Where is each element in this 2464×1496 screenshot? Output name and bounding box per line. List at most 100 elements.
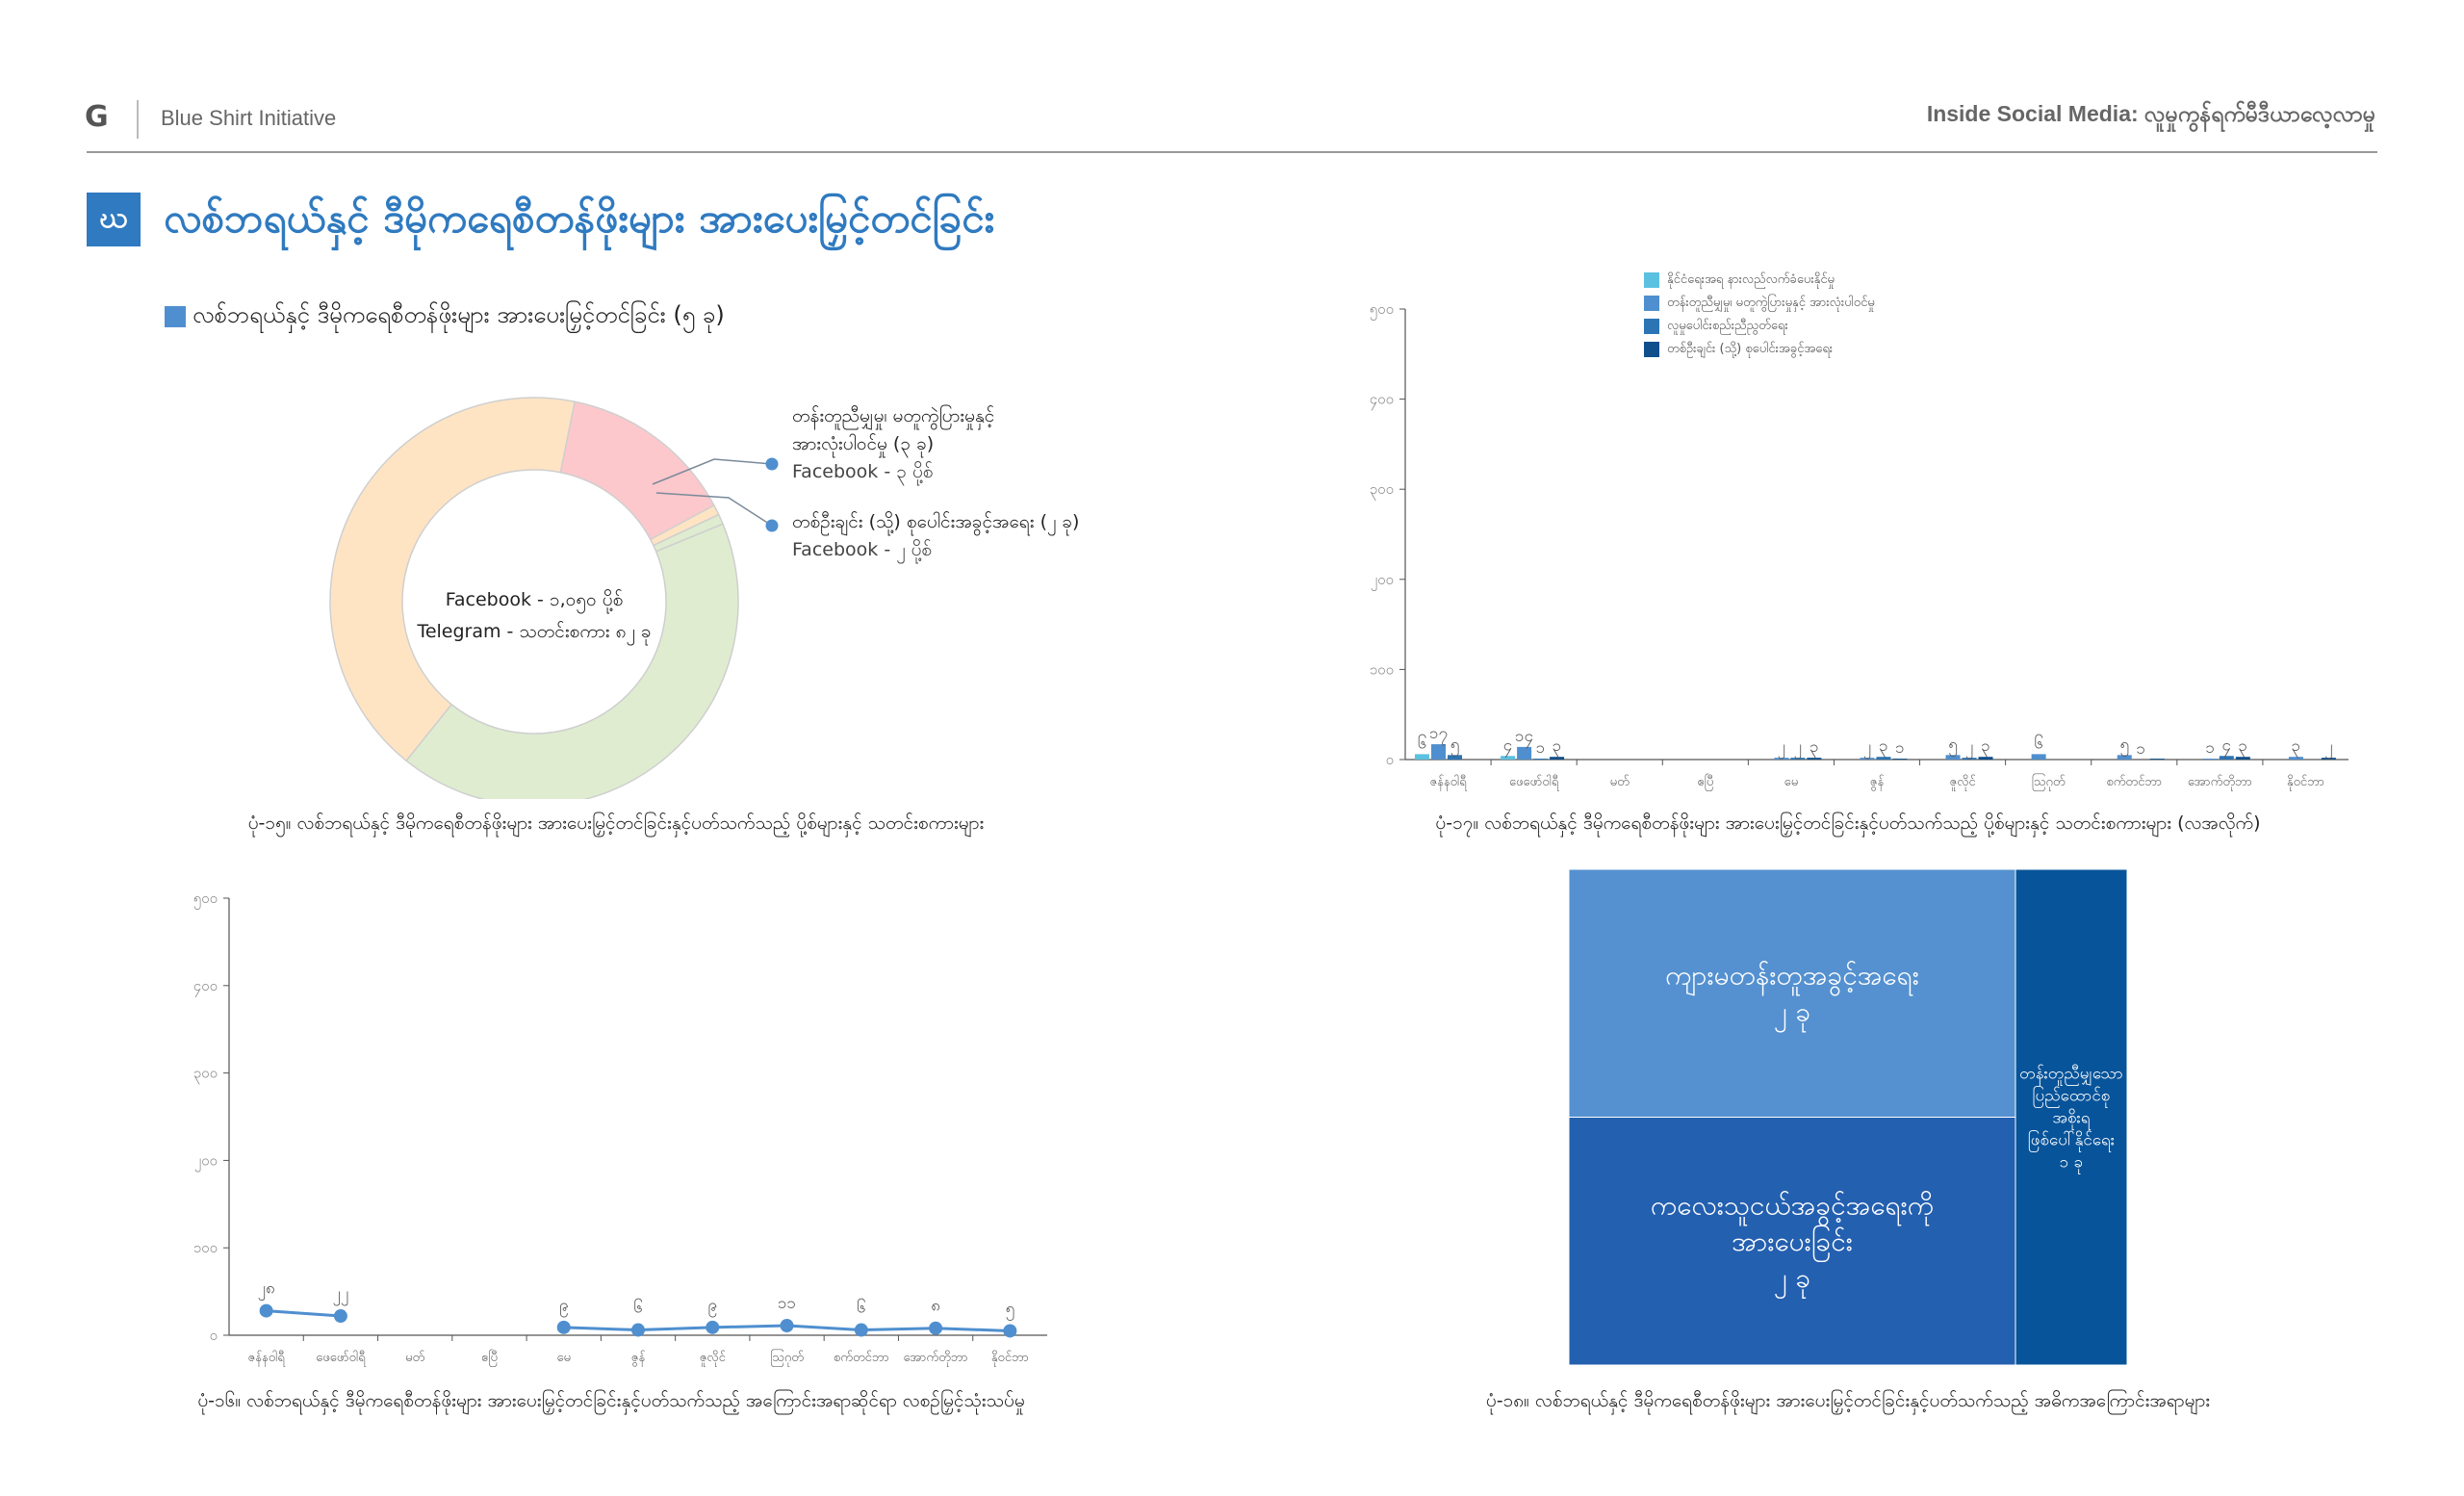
bar-data-label: ၃ — [1879, 736, 1888, 759]
donut-center-text: Facebook - ၁,၀၅၀ ပို့စ် — [446, 588, 624, 614]
line-point — [780, 1319, 794, 1333]
x-tick-label: ဇွန် — [1870, 774, 1885, 791]
bar-9-3 — [2235, 757, 2250, 760]
treemap-value-label: ၂ ခု — [1774, 995, 1810, 1033]
line-data-label: ၂၂ — [333, 1284, 349, 1306]
x-tick-label: ဩဂုတ် — [2032, 773, 2066, 791]
x-tick-label: ဇူလိုင် — [700, 1350, 727, 1367]
legend-swatch — [1644, 272, 1659, 288]
bar-1-0 — [1501, 756, 1516, 760]
bar-1-2 — [1533, 759, 1549, 760]
bar-9-2 — [2219, 756, 2234, 760]
x-tick-label: မတ် — [405, 1350, 424, 1365]
legend-swatch — [1644, 296, 1659, 311]
y-tick-label: ၁၀၀ — [1370, 660, 1394, 678]
x-tick-label: အောက်တိုဘာ — [2188, 774, 2252, 791]
monthly-bar-chart: ၀၁၀၀၂၀၀၃၀၀၄၀၀၅၀၀ဇန်နဝါရီ၆၁၇၅ဖေဖော်ဝါရီ၄၁… — [1370, 300, 2348, 791]
line-data-label: ၉ — [559, 1296, 569, 1318]
bar-data-label: ၂ — [2324, 737, 2332, 760]
legend-label: လူမှုပေါင်းစည်းညီညွတ်ရေး — [1667, 318, 1788, 333]
bar-4-3 — [1807, 758, 1822, 760]
bar-data-label: ၃ — [2292, 736, 2301, 759]
report-title: Inside Social Media: လူမှုကွန်ရက်မီဒီယာလ… — [1926, 101, 2375, 126]
topics-treemap: ကျားမတန်းတူအခွင့်အရေး၂ ခုကလေးသူငယ်အခွင့်… — [1569, 869, 2127, 1365]
x-tick-label: ဖေဖော်ဝါရီ — [1509, 774, 1559, 791]
bar-data-label: ၁၄ — [1515, 727, 1533, 749]
bar-5-1 — [1860, 758, 1875, 760]
callout-dot — [765, 457, 779, 471]
bar-0-2 — [1448, 755, 1462, 760]
treemap-label: အစိုးရ — [2052, 1108, 2091, 1130]
x-tick-label: စက်တင်ဘာ — [2106, 774, 2162, 789]
x-tick-label: ဇွန် — [631, 1350, 646, 1367]
legend-label: တန်းတူညီမျှမှု၊ မတူကွဲပြားမှုနှင့် အားလု… — [1667, 295, 1875, 310]
callout-dot — [765, 519, 779, 532]
brand-logo: G — [85, 100, 109, 134]
callout-label: Facebook - ၃ ပို့စ် — [792, 460, 933, 486]
line-point — [259, 1303, 273, 1318]
x-tick-label: ဇန်နဝါရီ — [248, 1350, 286, 1367]
header-rule — [87, 151, 2377, 153]
treemap-cell-2 — [2015, 869, 2127, 1365]
y-tick-label: ၁၀၀ — [193, 1239, 218, 1256]
donut-slice-3 — [405, 523, 739, 799]
line-point — [556, 1320, 571, 1334]
callout-line — [655, 492, 773, 527]
bar-8-1 — [2117, 755, 2132, 760]
bar-data-label: ၁ — [2136, 739, 2145, 759]
bar-data-label: ၃ — [1981, 736, 1990, 759]
x-tick-label: စက်တင်ဘာ — [834, 1350, 889, 1365]
line-data-label: ၅ — [1006, 1299, 1015, 1321]
callout-label: အားလုံးပါဝင်မှု (၃ ခု) — [792, 432, 934, 458]
bar-6-3 — [1978, 757, 1993, 760]
bar-data-label: ၂ — [1965, 737, 1973, 760]
treemap-label: တန်းတူညီမျှသော — [2019, 1065, 2123, 1087]
legend-swatch — [1644, 342, 1659, 357]
y-tick-label: ၃၀၀ — [1370, 480, 1394, 501]
line-point — [333, 1309, 347, 1324]
line-data-label: ၈ — [931, 1297, 940, 1316]
y-tick-label: ၂၀၀ — [194, 1151, 218, 1172]
x-tick-label: နိုဝင်ဘာ — [2287, 774, 2324, 791]
bar-data-label: ၁၇ — [1429, 724, 1448, 746]
organization-name: Blue Shirt Initiative — [161, 106, 337, 130]
x-tick-label: မေ — [556, 1351, 571, 1365]
bar-6-1 — [1945, 755, 1961, 760]
figure-caption-16: ပုံ-၁၆။ လစ်ဘရယ်နှင့် ဒီမိုကရေစီတန်ဖိုးမျ… — [197, 1390, 1025, 1411]
bar-1-3 — [1550, 757, 1565, 760]
header-divider — [137, 100, 139, 139]
section-title: လစ်ဘရယ်နှင့် ဒီမိုကရေစီတန်ဖိုးများ အားပေ… — [164, 194, 995, 242]
bar-5-3 — [1892, 759, 1908, 760]
bar-9-1 — [2202, 759, 2218, 760]
bar-data-label: ၄ — [1503, 735, 1513, 758]
bar-8-3 — [2149, 759, 2165, 760]
y-tick-label: ၃၀၀ — [193, 1065, 218, 1085]
bar-6-2 — [1962, 758, 1977, 760]
donut-center-text: Telegram - သတင်းစကား ၈၂ ခု — [416, 620, 651, 646]
legend-item: တန်းတူညီမျှမှု၊ မတူကွဲပြားမှုနှင့် အားလု… — [1644, 292, 1875, 315]
bar-data-label: ၂ — [1863, 737, 1871, 760]
x-tick-label: ဧပြီ — [481, 1350, 498, 1367]
line-data-label: ၉ — [707, 1296, 717, 1318]
treemap-label: ပြည်ထောင်စု — [2033, 1085, 2111, 1109]
bar-data-label: ၁ — [1536, 738, 1546, 758]
x-tick-label: ဖေဖော်ဝါရီ — [316, 1350, 366, 1367]
bar-5-2 — [1876, 757, 1891, 760]
bar-data-label: ၁ — [2206, 738, 2216, 758]
line-point — [1003, 1324, 1017, 1338]
bar-data-label: ၅ — [1948, 735, 1958, 757]
line-point — [706, 1320, 720, 1334]
treemap-label: အားပေးခြင်း — [1732, 1224, 1853, 1263]
legend-item: နိုင်ငံရေးအရ နားလည်လက်ခံပေးနိုင်မှု — [1644, 269, 1875, 292]
x-tick-label: ဩဂုတ် — [770, 1349, 804, 1367]
bar-data-label: ၆ — [2034, 733, 2043, 753]
bar-data-label: ၅ — [2119, 735, 2129, 757]
bar-4-2 — [1790, 758, 1806, 760]
callout-line — [652, 458, 773, 485]
callout-label: တစ်ဦးချင်း (သို့) စုပေါင်းအခွင့်အရေး (၂ … — [792, 510, 1079, 536]
x-tick-label: ဇူလိုင် — [1950, 774, 1977, 791]
x-tick-label: မတ် — [1610, 774, 1630, 789]
legend-item: လူမှုပေါင်းစည်းညီညွတ်ရေး — [1644, 315, 1875, 338]
bar-data-label: ၃ — [1553, 736, 1562, 759]
